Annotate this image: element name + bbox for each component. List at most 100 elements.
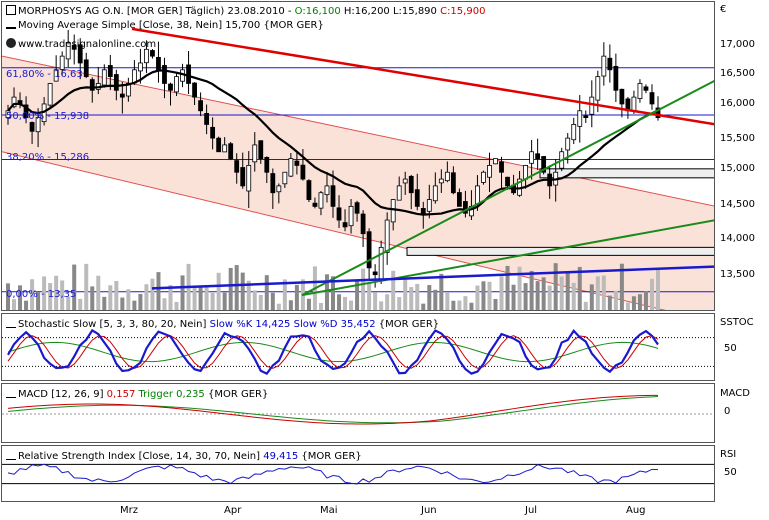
volume-bar — [547, 285, 552, 310]
price-panel[interactable]: MORPHOSYS AG O.N. [MOR GER] Täglich) 23.… — [1, 1, 715, 311]
candle-body — [300, 164, 306, 180]
volume-bar — [216, 272, 221, 310]
volume-bar — [318, 302, 323, 310]
volume-bar — [42, 276, 47, 310]
volume-bar — [66, 296, 71, 310]
volume-bar — [264, 275, 269, 310]
candle-body — [47, 83, 53, 106]
volume-bar — [96, 275, 101, 310]
volume-bar — [541, 277, 546, 310]
month-label: Aug — [626, 505, 646, 516]
stochastic-chart-svg — [2, 328, 714, 375]
candle-body — [29, 122, 35, 132]
month-label: Mrz — [120, 505, 138, 516]
watermark-text: www.tradesignalonline.com — [18, 39, 157, 50]
volume-bar — [6, 283, 10, 310]
close-value: C:15,900 — [436, 6, 486, 17]
price-tick: 15,500 — [720, 133, 755, 144]
candle-body — [378, 246, 384, 280]
stochastic-panel[interactable]: Stochastic Slow [5, 3, 3, 80, 20, Nein] … — [1, 313, 715, 381]
price-tick: 17,000 — [720, 39, 755, 50]
stochastic-k-label: Slow %K 14,425 — [209, 319, 291, 330]
volume-bar — [421, 303, 426, 310]
volume-bar — [282, 279, 287, 310]
candle-body — [348, 205, 354, 227]
volume-bar — [469, 302, 474, 310]
volume-bar — [306, 298, 311, 310]
volume-bar — [18, 285, 23, 310]
volume-bar — [54, 275, 59, 310]
macd-value: 0,157 — [106, 389, 136, 400]
candle-body — [589, 96, 595, 115]
rsi-line — [7, 463, 659, 485]
stochastic-tick: 50 — [724, 343, 737, 354]
volume-bar — [499, 276, 504, 310]
stochastic-title-text: Stochastic Slow [5, 3, 3, 80, 20, Nein] — [18, 319, 210, 330]
candle-body — [414, 189, 420, 207]
candle-body — [288, 158, 294, 177]
volume-bar — [379, 301, 384, 310]
stochastic-axis-name: SSTOC — [720, 317, 754, 328]
watermark: www.tradesignalonline.com — [6, 38, 156, 50]
volume-bar — [367, 283, 372, 310]
candle-body — [234, 160, 240, 173]
volume-bar — [204, 285, 209, 310]
volume-bar — [631, 296, 636, 310]
candle-body — [613, 65, 619, 91]
candle-body — [426, 199, 432, 212]
high-value: H:16,200 — [340, 6, 390, 17]
resistance-trendline — [131, 27, 714, 126]
price-tick: 15,000 — [720, 163, 755, 174]
candle-body — [475, 185, 480, 205]
candle-body — [541, 156, 547, 173]
volume-bar — [559, 276, 564, 310]
volume-bar — [457, 300, 462, 310]
candle-body — [113, 74, 119, 91]
low-value: L:15,890 — [389, 6, 437, 17]
volume-bar — [463, 296, 468, 310]
volume-bar — [240, 272, 245, 310]
volume-bar — [132, 300, 137, 310]
trend-channel-fill — [2, 56, 714, 310]
volume-bar — [36, 292, 41, 310]
candle-body — [402, 178, 408, 184]
candle-body — [408, 175, 414, 194]
candle-body — [162, 65, 167, 84]
price-tick: 16,000 — [720, 98, 755, 109]
rsi-panel[interactable]: Relative Strength Index [Close, 14, 30, … — [1, 445, 715, 502]
candle-body — [360, 213, 366, 235]
support-trendline — [301, 79, 714, 297]
macd-tick: 0 — [724, 406, 731, 417]
volume-bar — [637, 294, 642, 310]
candle-body — [390, 199, 396, 223]
candle-body — [156, 56, 161, 71]
candle-body — [83, 59, 89, 78]
candle-body — [481, 171, 486, 183]
volume-bar — [60, 280, 65, 310]
candle-body — [77, 44, 83, 64]
stochastic-title: Stochastic Slow [5, 3, 3, 80, 20, Nein] … — [6, 318, 439, 331]
candle-body — [312, 202, 318, 207]
macd-panel[interactable]: MACD [12, 26, 9] 0,157 Trigger 0,235 {MO… — [1, 383, 715, 443]
volume-bar — [523, 283, 528, 310]
price-tick: 13,500 — [720, 269, 755, 280]
open-value: O:16,100 — [294, 6, 341, 17]
month-label: Jun — [421, 505, 437, 516]
candle-body — [144, 48, 149, 64]
candle-body — [186, 64, 191, 84]
volume-bar — [439, 273, 444, 310]
volume-bar — [487, 281, 492, 310]
candle-body — [523, 165, 528, 180]
volume-bar — [210, 292, 215, 310]
long-term-trendline — [151, 265, 714, 290]
volume-bar — [144, 284, 149, 310]
volume-bar — [150, 278, 155, 310]
candle-body — [463, 201, 468, 214]
candle-body — [450, 172, 456, 194]
candle-body — [198, 100, 203, 112]
candle-body — [252, 144, 258, 163]
candle-body — [577, 110, 583, 127]
rsi-value: 49,415 — [263, 451, 299, 462]
ma-title: Moving Average Simple [Close, 38, Nein] … — [6, 19, 324, 32]
